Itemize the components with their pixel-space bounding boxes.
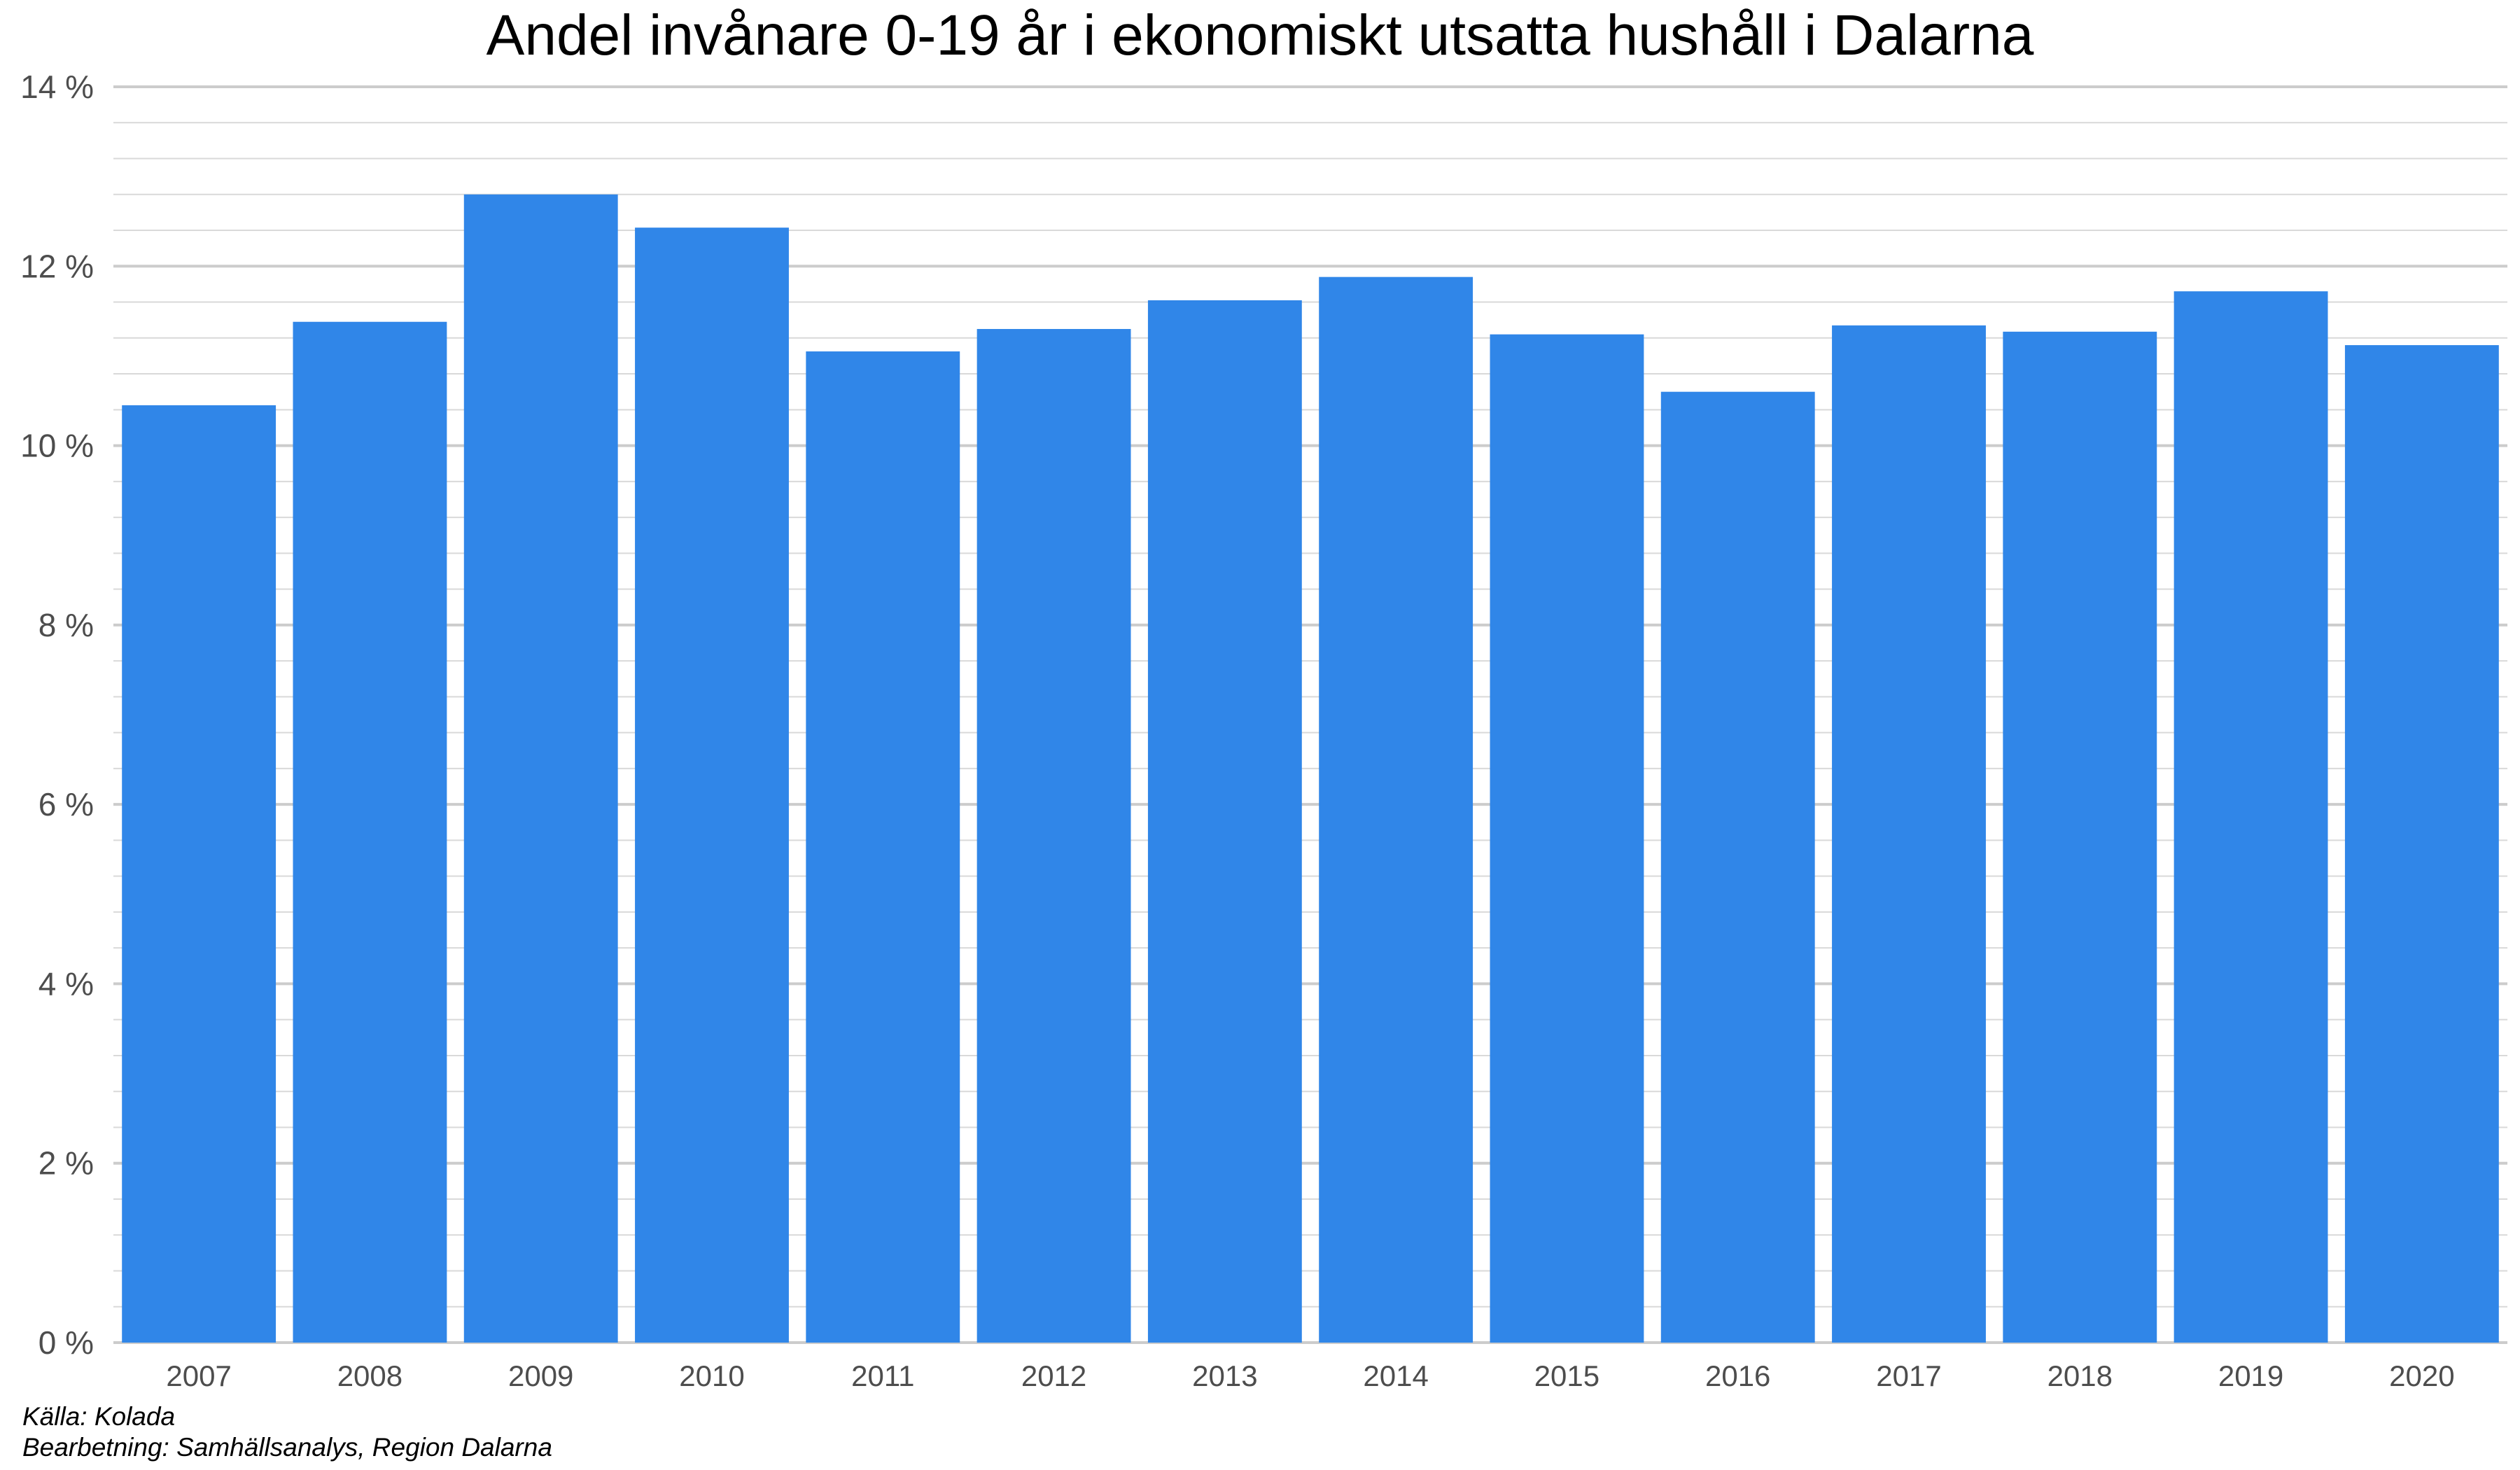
bar-2020: [2344, 345, 2499, 1343]
x-tick-label: 2011: [851, 1359, 914, 1392]
y-tick-label: 4 %: [38, 965, 94, 1002]
y-tick-label: 12 %: [20, 248, 94, 284]
x-tick-label: 2020: [2389, 1359, 2454, 1392]
bar-2019: [2174, 291, 2328, 1343]
bar-2016: [1660, 391, 1815, 1343]
x-tick-label: 2013: [1192, 1359, 1257, 1392]
y-tick-label: 2 %: [38, 1145, 94, 1182]
processing-caption: Bearbetning: Samhällsanalys, Region Dala…: [22, 1433, 552, 1462]
y-tick-label: 0 %: [38, 1324, 94, 1361]
x-tick-label: 2008: [337, 1359, 402, 1392]
x-tick-label: 2018: [2047, 1359, 2113, 1392]
bar-2012: [976, 328, 1131, 1343]
x-tick-label: 2009: [508, 1359, 573, 1392]
x-tick-label: 2019: [2218, 1359, 2283, 1392]
y-tick-label: 8 %: [38, 607, 94, 643]
bar-2017: [1832, 325, 1986, 1343]
bar-2018: [2003, 331, 2157, 1343]
y-axis-tick-labels: 0 % 2 % 4 % 6 % 8 % 10 % 12 % 14 %: [20, 69, 94, 1361]
bar-2009: [463, 194, 618, 1343]
source-caption: Källa: Kolada: [22, 1402, 175, 1431]
y-tick-label: 6 %: [38, 786, 94, 822]
x-tick-label: 2014: [1363, 1359, 1428, 1392]
y-tick-label: 10 %: [20, 428, 94, 464]
chart-title: Andel invånare 0-19 år i ekonomiskt utsa…: [486, 4, 2034, 67]
bar-2008: [293, 321, 447, 1343]
bar-2007: [122, 405, 276, 1343]
x-tick-label: 2016: [1705, 1359, 1770, 1392]
y-tick-label: 14 %: [20, 69, 94, 105]
x-tick-label: 2015: [1534, 1359, 1600, 1392]
bar-2015: [1490, 334, 1644, 1343]
x-tick-label: 2007: [166, 1359, 231, 1392]
x-tick-label: 2012: [1021, 1359, 1086, 1392]
bar-2013: [1147, 300, 1302, 1343]
bar-2011: [806, 351, 960, 1343]
x-tick-label: 2017: [1876, 1359, 1941, 1392]
x-tick-label: 2010: [679, 1359, 744, 1392]
x-axis-tick-labels: 2007 2008 2009 2010 2011 2012 2013 2014 2015 2016…: [166, 1359, 2454, 1392]
bar-2014: [1319, 276, 1474, 1343]
bar-2010: [635, 227, 789, 1343]
bars: [122, 194, 2499, 1343]
